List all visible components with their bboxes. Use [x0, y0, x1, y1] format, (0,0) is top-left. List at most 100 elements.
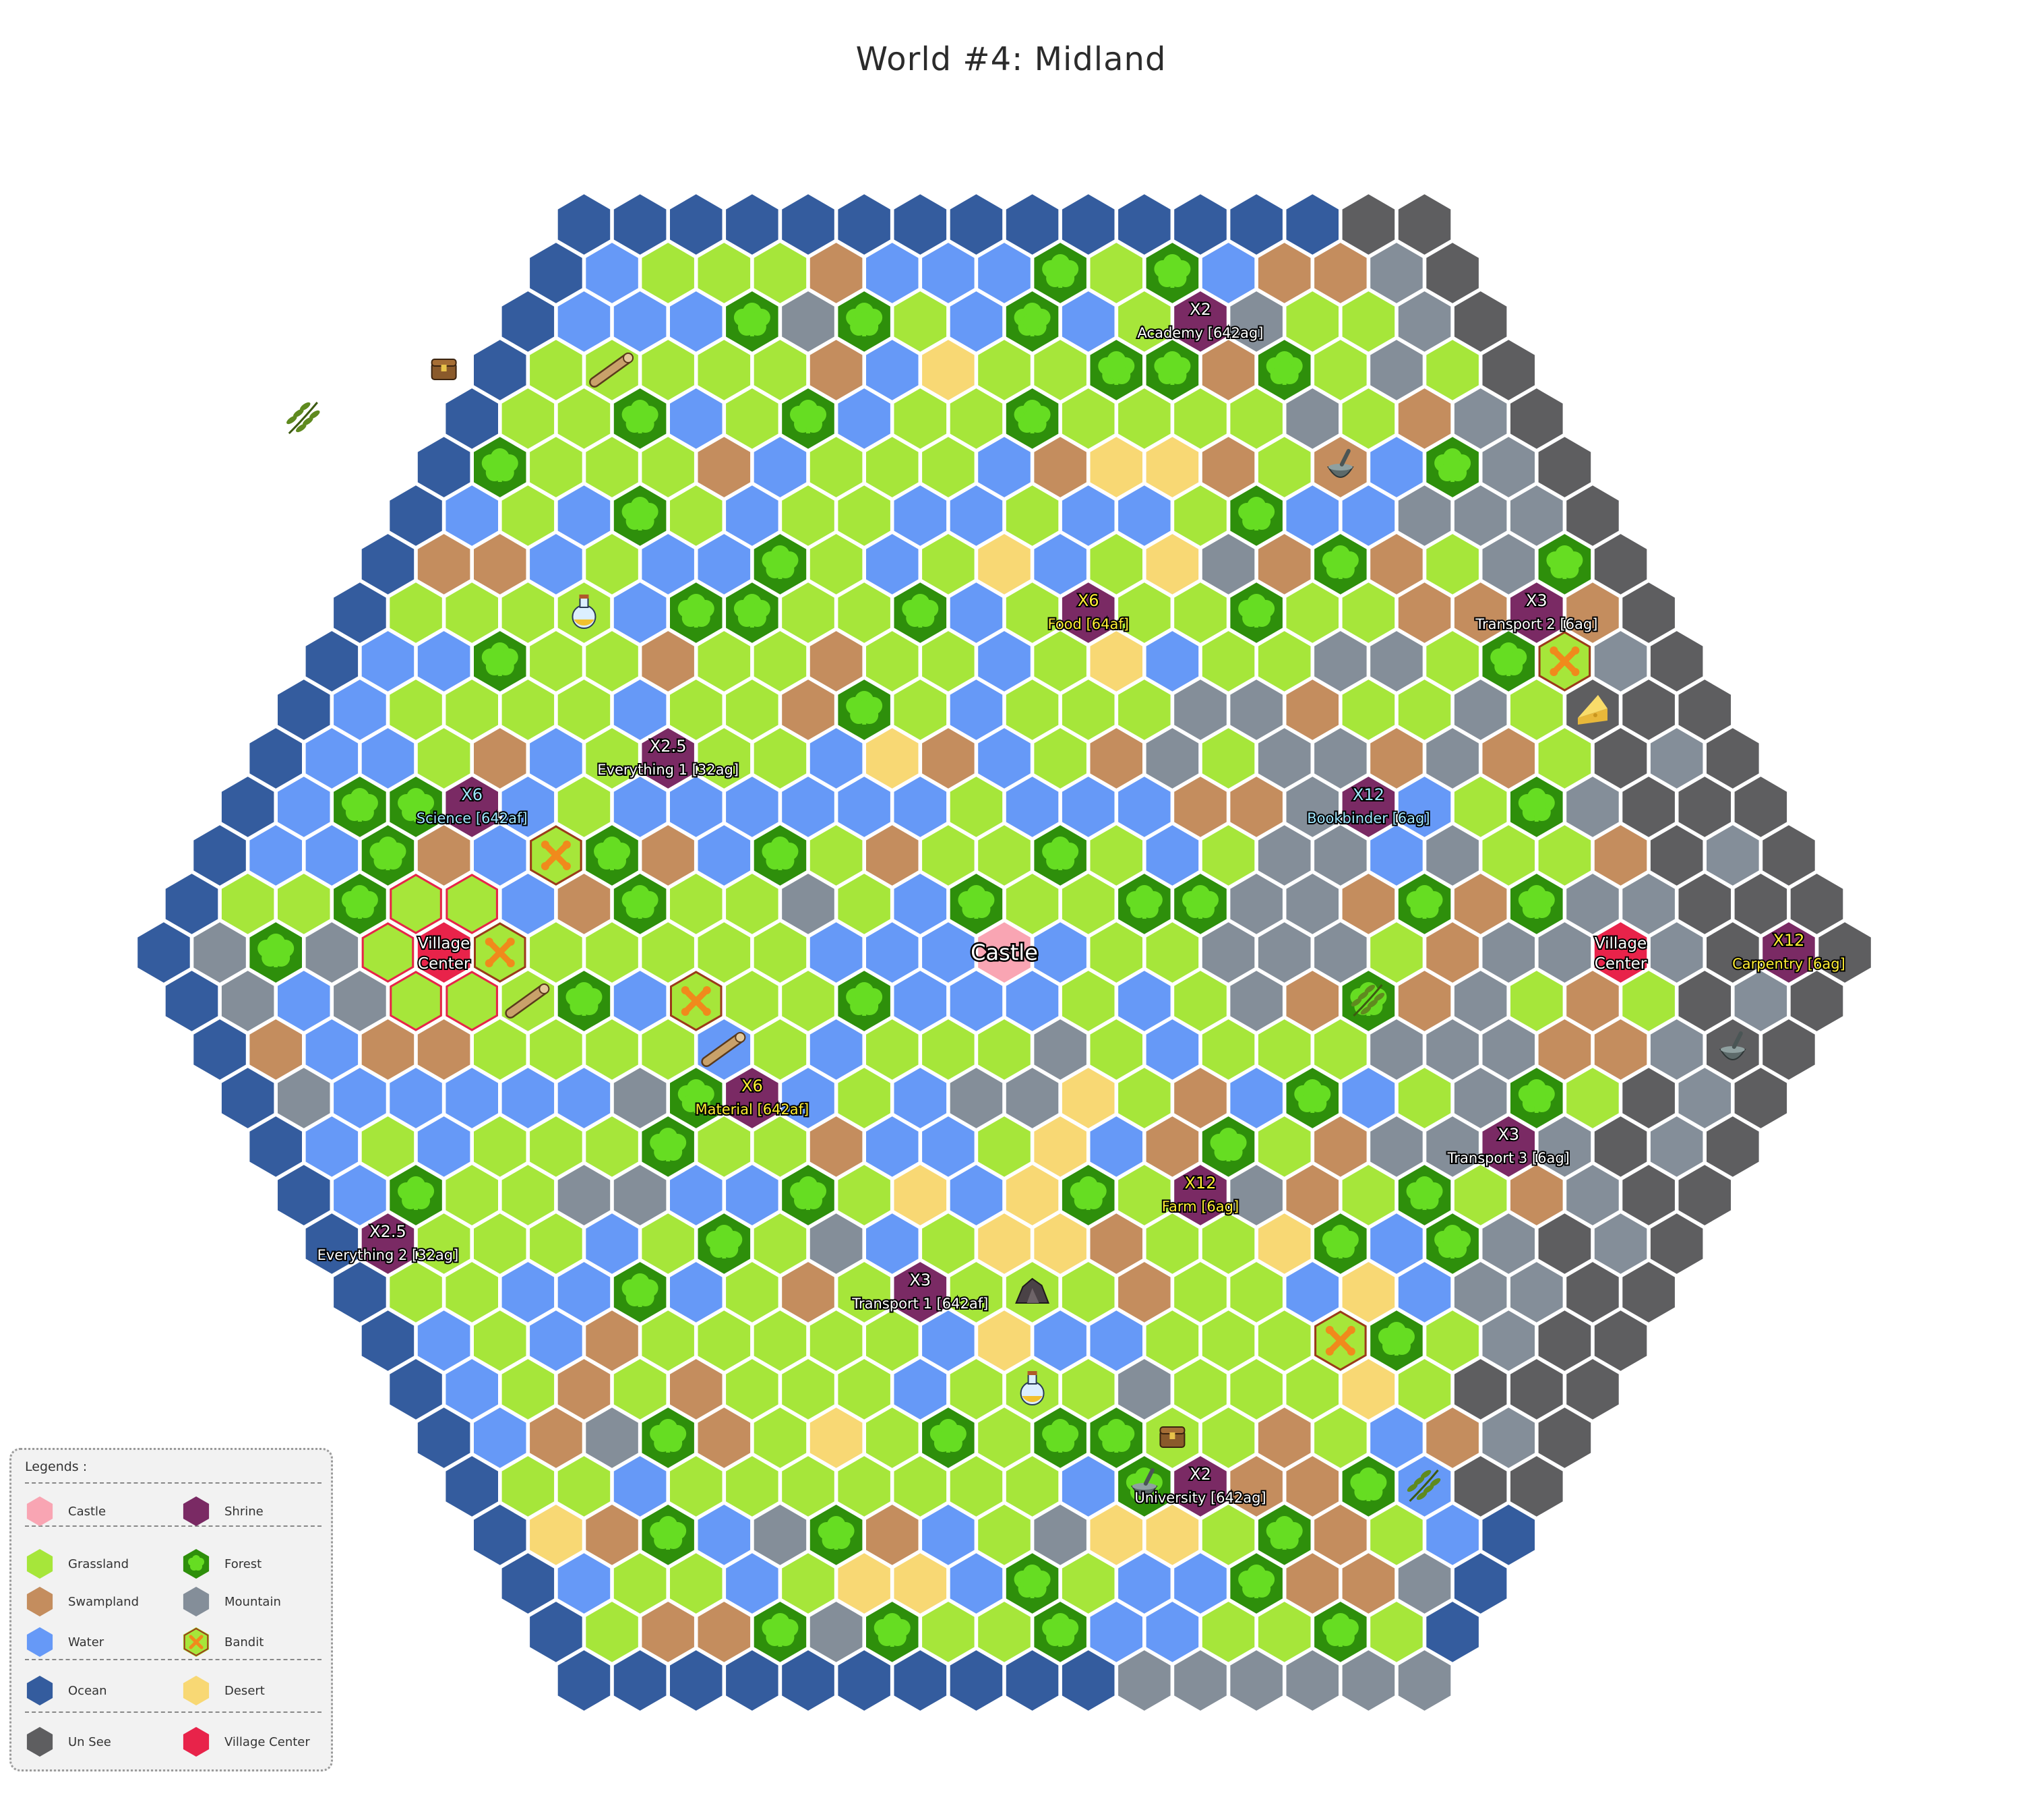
- hex-tile-unsee[interactable]: [1536, 1211, 1593, 1277]
- hex-tile-grassland[interactable]: [1564, 1065, 1621, 1131]
- hex-tile-mountain[interactable]: [1480, 1017, 1537, 1083]
- hex-tile-unsee[interactable]: [1620, 774, 1677, 840]
- hex-tile-swampland[interactable]: [1424, 919, 1481, 985]
- hex-tile-water[interactable]: [920, 1308, 977, 1374]
- hex-tile-unsee[interactable]: [1732, 871, 1789, 937]
- hex-tile-ocean[interactable]: [163, 871, 220, 937]
- hex-tile-grassland[interactable]: [752, 240, 809, 306]
- hex-tile-water[interactable]: [303, 1017, 361, 1083]
- hex-tile-mountain[interactable]: [1536, 1114, 1593, 1180]
- hex-tile-mountain[interactable]: [1228, 1647, 1285, 1713]
- hex-tile-grassland[interactable]: [1088, 1017, 1144, 1083]
- hex-tile-water[interactable]: [611, 580, 669, 646]
- hex-tile-grassland[interactable]: [780, 1453, 836, 1519]
- hex-tile-water[interactable]: [1060, 289, 1117, 355]
- hex-tile-mountain[interactable]: [1228, 677, 1285, 743]
- hex-tile-water[interactable]: [1284, 483, 1341, 549]
- hex-tile-mountain[interactable]: [1228, 871, 1285, 937]
- hex-tile-desert[interactable]: [864, 725, 921, 791]
- hex-tile-water[interactable]: [1368, 1211, 1425, 1277]
- mortar-icon[interactable]: [1327, 449, 1354, 478]
- hex-tile-grassland[interactable]: [1452, 1162, 1509, 1228]
- hex-tile-grassland[interactable]: [864, 1017, 921, 1083]
- hex-tile-grassland[interactable]: [388, 1259, 444, 1325]
- hex-tile-desert[interactable]: [1088, 1502, 1144, 1568]
- hex-tile-grassland[interactable]: [1060, 1259, 1117, 1325]
- hex-tile-mountain[interactable]: [1452, 1065, 1509, 1131]
- hex-tile-grassland[interactable]: [976, 822, 1033, 888]
- hex-tile-water[interactable]: [332, 1065, 388, 1131]
- hex-tile-water[interactable]: [948, 289, 1005, 355]
- hex-tile-water[interactable]: [415, 1114, 472, 1180]
- hex-tile-swampland[interactable]: [1032, 434, 1089, 500]
- hex-tile-grassland[interactable]: [555, 774, 613, 840]
- hex-tile-mountain[interactable]: [1284, 774, 1341, 840]
- hex-tile-unsee[interactable]: [1592, 1114, 1649, 1180]
- hex-tile-desert[interactable]: [1340, 1259, 1397, 1325]
- hex-tile-mountain[interactable]: [1312, 822, 1369, 888]
- hex-tile-grassland[interactable]: [1620, 968, 1677, 1034]
- hex-tile-mountain[interactable]: [1144, 725, 1201, 791]
- hex-tile-desert[interactable]: [528, 1502, 584, 1568]
- hex-tile-ocean[interactable]: [359, 531, 417, 597]
- hex-tile-grassland[interactable]: [388, 871, 444, 937]
- hex-tile-ocean[interactable]: [611, 191, 669, 257]
- hex-tile-mountain[interactable]: [1648, 725, 1705, 791]
- hex-tile-grassland[interactable]: [472, 1017, 528, 1083]
- hex-tile-water[interactable]: [611, 968, 669, 1034]
- hex-tile-ocean[interactable]: [163, 968, 220, 1034]
- hex-tile-grassland[interactable]: [528, 434, 584, 500]
- hex-tile-grassland[interactable]: [499, 1356, 557, 1422]
- hex-tile-ocean[interactable]: [528, 240, 584, 306]
- hex-tile-village[interactable]: [415, 919, 472, 985]
- hex-tile-desert[interactable]: [807, 1405, 865, 1471]
- hex-tile-ocean[interactable]: [191, 822, 248, 888]
- hex-tile-grassland[interactable]: [836, 580, 892, 646]
- hex-tile-grassland[interactable]: [780, 968, 836, 1034]
- hex-tile-water[interactable]: [836, 774, 892, 840]
- hex-tile-grassland[interactable]: [892, 677, 949, 743]
- hex-tile-grassland[interactable]: [388, 677, 444, 743]
- hex-tile-grassland[interactable]: [640, 434, 696, 500]
- hex-tile-grassland[interactable]: [1172, 1259, 1229, 1325]
- hex-tile-grassland[interactable]: [1368, 1599, 1425, 1665]
- hex-tile-unsee[interactable]: [1676, 774, 1733, 840]
- hex-tile-mountain[interactable]: [1116, 1647, 1173, 1713]
- hex-tile-water[interactable]: [948, 1162, 1005, 1228]
- hex-tile-ocean[interactable]: [1004, 191, 1061, 257]
- hex-tile-grassland[interactable]: [1200, 1405, 1257, 1471]
- hex-tile-grassland[interactable]: [920, 822, 977, 888]
- hex-tile-grassland[interactable]: [640, 1308, 696, 1374]
- hex-tile-water[interactable]: [724, 1162, 780, 1228]
- hex-tile-swampland[interactable]: [584, 1308, 640, 1374]
- hex-tile-water[interactable]: [611, 1453, 669, 1519]
- hex-tile-desert[interactable]: [1144, 531, 1201, 597]
- hex-tile-shrine[interactable]: [1172, 1162, 1229, 1228]
- hex-tile-grassland[interactable]: [499, 580, 557, 646]
- hex-tile-grassland[interactable]: [1368, 919, 1425, 985]
- hex-tile-swampland[interactable]: [1312, 1502, 1369, 1568]
- hex-tile-water[interactable]: [1200, 240, 1257, 306]
- hex-tile-grassland[interactable]: [528, 337, 584, 403]
- hex-tile-unsee[interactable]: [1536, 434, 1593, 500]
- hex-tile-swampland[interactable]: [696, 1405, 753, 1471]
- hex-tile-mountain[interactable]: [1340, 1647, 1397, 1713]
- hex-tile-swampland[interactable]: [1452, 871, 1509, 937]
- hex-tile-grassland[interactable]: [724, 1356, 780, 1422]
- hex-tile-grassland[interactable]: [1256, 1599, 1313, 1665]
- hex-tile-ocean[interactable]: [443, 1453, 500, 1519]
- hex-tile-water[interactable]: [1368, 434, 1425, 500]
- hex-tile-water[interactable]: [1032, 531, 1089, 597]
- hex-tile-water[interactable]: [780, 774, 836, 840]
- hex-tile-grassland[interactable]: [1340, 580, 1397, 646]
- hex-tile-grassland[interactable]: [780, 483, 836, 549]
- hex-tile-unsee[interactable]: [1648, 628, 1705, 694]
- hex-tile-grassland[interactable]: [780, 1550, 836, 1616]
- hex-tile-water[interactable]: [864, 1114, 921, 1180]
- hex-tile-ocean[interactable]: [472, 337, 528, 403]
- hex-tile-unsee[interactable]: [1424, 240, 1481, 306]
- hex-tile-mountain[interactable]: [1368, 628, 1425, 694]
- hex-tile-water[interactable]: [332, 1162, 388, 1228]
- hex-tile-water[interactable]: [611, 289, 669, 355]
- hex-tile-grassland[interactable]: [1256, 628, 1313, 694]
